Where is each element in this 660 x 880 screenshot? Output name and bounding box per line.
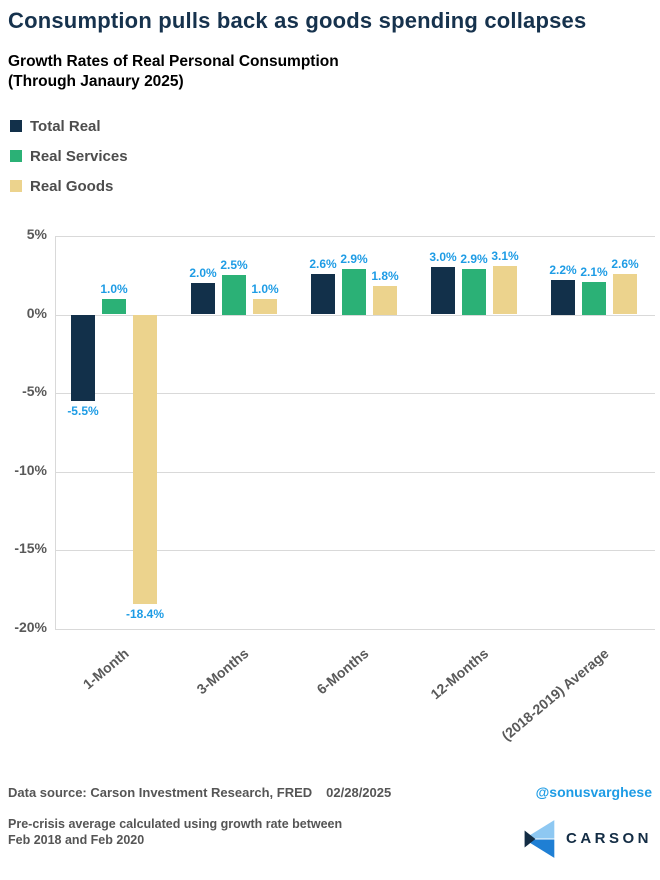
value-label-total-real-2018-2019-average: 2.2% <box>549 262 577 277</box>
bar-real-services-2018-2019-average <box>582 281 606 315</box>
legend-item-total-real: Total Real <box>10 117 660 136</box>
legend-item-real-goods: Real Goods <box>10 177 660 196</box>
footnote: Pre-crisis average calculated using grow… <box>8 816 342 849</box>
gridline <box>55 314 655 316</box>
legend-label: Total Real <box>30 117 101 135</box>
bar-real-goods-2018-2019-average <box>613 273 637 315</box>
gridline <box>55 393 655 395</box>
legend-item-real-services: Real Services <box>10 147 660 166</box>
x-axis-label-6-months: 6-Months <box>313 644 372 698</box>
chart-header: Consumption pulls back as goods spending… <box>0 0 660 93</box>
y-tick-label: -15% <box>14 540 47 557</box>
value-label-real-goods-3-months: 1.0% <box>251 281 279 296</box>
bar-total-real-6-months <box>311 273 335 315</box>
data-source-text: Data source: Carson Investment Research,… <box>8 785 391 800</box>
legend-swatch <box>10 180 22 193</box>
value-label-real-goods-1-month: -18.4% <box>125 606 165 621</box>
carson-chevron-left-icon <box>524 820 555 858</box>
y-tick-label: -5% <box>22 383 47 400</box>
y-tick-label: 5% <box>26 225 47 242</box>
gridline <box>55 235 655 237</box>
chart-subtitle: Growth Rates of Real Personal Consumptio… <box>8 52 650 93</box>
value-label-total-real-6-months: 2.6% <box>309 256 337 271</box>
bar-real-goods-12-months <box>493 265 517 315</box>
y-tick-label: 0% <box>26 304 47 321</box>
legend-label: Real Services <box>30 147 128 165</box>
carson-logo: CARSON <box>521 818 652 860</box>
value-label-total-real-12-months: 3.0% <box>429 250 457 265</box>
bar-real-goods-1-month <box>133 314 157 604</box>
bar-real-goods-6-months <box>373 286 397 315</box>
value-label-total-real-1-month: -5.5% <box>67 404 99 418</box>
bar-real-services-6-months <box>342 268 366 315</box>
bar-chart-plot-area: 5% 0% -5% -10% -15% -20% -5.5% 2.0% 2.6% 3.0% 2.2%… <box>0 222 660 772</box>
subtitle-line-2: (Through Janaury 2025) <box>8 73 184 91</box>
gridline <box>55 550 655 552</box>
footer-source-row: Data source: Carson Investment Research,… <box>0 784 660 800</box>
footnote-line-2: Feb 2018 and Feb 2020 <box>8 833 145 848</box>
carson-brand-text: CARSON <box>565 830 652 848</box>
legend-swatch <box>10 120 22 133</box>
bar-real-services-12-months <box>462 268 486 315</box>
subtitle-line-1: Growth Rates of Real Personal Consumptio… <box>8 53 339 70</box>
gridline <box>55 471 655 473</box>
y-tick-label: -20% <box>14 618 47 635</box>
data-source-date: 02/28/2025 <box>326 784 392 800</box>
value-label-real-services-1-month: 1.0% <box>100 281 128 296</box>
bar-real-services-1-month <box>102 298 126 315</box>
bar-real-goods-3-months <box>253 298 277 315</box>
value-label-real-services-6-months: 2.9% <box>340 251 368 266</box>
data-source-label: Data source: Carson Investment Research,… <box>8 784 313 800</box>
bar-total-real-2018-2019-average <box>551 279 575 315</box>
bar-real-services-3-months <box>222 275 246 315</box>
y-axis-line <box>55 235 56 629</box>
value-label-real-goods-6-months: 1.8% <box>371 269 399 284</box>
x-axis-label-3-months: 3-Months <box>193 644 252 698</box>
x-axis-label-12-months: 12-Months <box>427 644 492 703</box>
chart-legend: Total Real Real Services Real Goods <box>10 117 660 196</box>
value-label-real-goods-12-months: 3.1% <box>491 248 519 263</box>
bar-total-real-1-month <box>71 314 95 401</box>
x-axis-label-1-month: 1-Month <box>79 644 132 693</box>
legend-label: Real Goods <box>30 177 114 195</box>
value-label-real-services-2018-2019-average: 2.1% <box>580 264 608 279</box>
value-label-total-real-3-months: 2.0% <box>189 266 217 281</box>
footer-note-row: Pre-crisis average calculated using grow… <box>0 816 660 860</box>
social-handle: @sonusvarghese <box>535 783 652 800</box>
y-tick-label: -10% <box>14 461 47 478</box>
page-title: Consumption pulls back as goods spending… <box>8 8 587 33</box>
value-label-real-goods-2018-2019-average: 2.6% <box>611 256 639 271</box>
footnote-line-1: Pre-crisis average calculated using grow… <box>8 816 343 831</box>
bar-total-real-12-months <box>431 267 455 315</box>
bar-total-real-3-months <box>191 283 215 315</box>
value-label-real-services-12-months: 2.9% <box>460 251 488 266</box>
x-axis-label-2018-2019-average: (2018-2019) Average <box>498 644 612 744</box>
value-label-real-services-3-months: 2.5% <box>220 258 248 273</box>
legend-swatch <box>10 150 22 163</box>
gridline <box>55 628 655 630</box>
